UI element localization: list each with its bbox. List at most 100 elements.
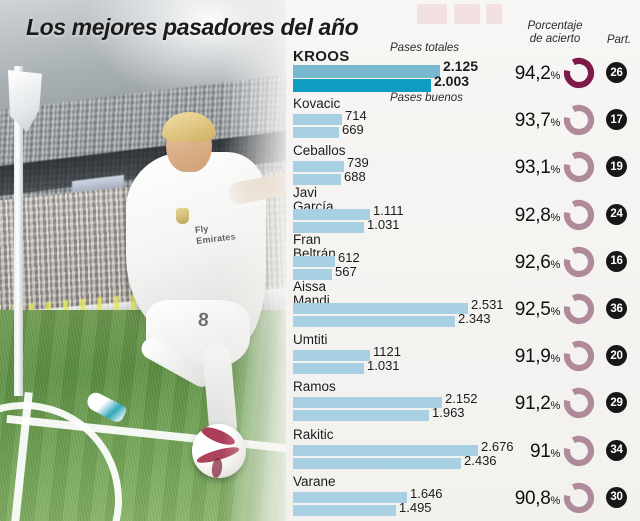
percent-sign: % (550, 353, 561, 366)
participation-badge: 30 (606, 486, 627, 508)
pct-number: 91,2 (514, 393, 551, 415)
player-row: Varane 1.646 1.495 90,8% 30 (286, 473, 640, 521)
accuracy-donut (562, 292, 596, 326)
percent-sign: % (550, 258, 561, 271)
accuracy-donut (562, 198, 596, 232)
accuracy-donut (562, 434, 596, 468)
value-good-passes: 2.343 (458, 311, 491, 326)
accuracy-percentage: 93,7% (498, 110, 561, 132)
percent-sign: % (550, 447, 561, 460)
accuracy-percentage: 90,8% (498, 487, 561, 510)
participation-badge: 26 (606, 62, 627, 83)
pct-number: 93,1 (514, 157, 551, 179)
value-good-passes: 669 (342, 122, 364, 138)
pct-number: 90,8 (514, 487, 551, 509)
legend-total-passes: Pases totales (390, 42, 460, 54)
accuracy-percentage: 92,5% (498, 299, 561, 321)
bar-good-passes (293, 457, 461, 469)
participation-badge: 20 (606, 345, 627, 367)
pct-number: 94,2 (514, 63, 551, 84)
bar-total-passes (293, 350, 370, 362)
bar-good-passes (293, 363, 364, 375)
bar-good-passes (293, 221, 364, 233)
player-row: Rakitic 2.676 2.436 91% 34 (286, 426, 640, 476)
bar-good-passes (293, 127, 339, 139)
value-total-passes: 612 (338, 249, 360, 265)
player-row: Ceballos 739 688 93,1% 19 (286, 144, 640, 192)
participation-badge: 24 (606, 203, 627, 225)
pct-number: 91 (529, 440, 551, 462)
player-hair (162, 112, 216, 142)
bar-total-passes (293, 255, 335, 267)
player-row: Javi García 1.111 1.031 92,8% 24 (286, 185, 640, 240)
participation-badge: 16 (606, 250, 627, 272)
value-total-passes: 739 (347, 155, 369, 171)
bar-total-passes (293, 65, 440, 78)
photo-fade-overlay (222, 0, 292, 521)
percent-sign: % (550, 117, 561, 130)
player-photo: Fly Emirates 8 (0, 0, 292, 521)
header-percentage: Porcentaje de acierto (527, 20, 583, 45)
accuracy-percentage: 92,8% (498, 204, 561, 227)
percent-sign: % (550, 494, 561, 507)
participation-badge: 19 (606, 156, 627, 178)
player-name: Rakitic (293, 426, 334, 442)
pct-number: 92,6 (514, 251, 551, 273)
bar-total-passes (293, 114, 342, 126)
bar-good-passes (293, 79, 431, 92)
accuracy-donut (562, 386, 596, 420)
legend-good-passes: Pases buenos (390, 92, 463, 104)
player-row: Ramos 2.152 1.963 91,2% 29 (286, 380, 640, 428)
accuracy-donut (562, 56, 596, 90)
value-good-passes: 1.495 (399, 499, 432, 515)
player-name: Varane (293, 473, 336, 489)
participation-badge: 29 (606, 392, 627, 414)
value-good-passes: 1.031 (367, 216, 400, 232)
value-total-passes: 2.152 (445, 391, 478, 407)
value-good-passes: 1.963 (432, 405, 465, 421)
participation-badge: 34 (606, 439, 627, 461)
bar-good-passes (293, 316, 455, 327)
bar-good-passes (293, 268, 332, 280)
data-panel: Porcentaje de acierto Part. Pases totale… (286, 0, 640, 521)
jersey-crest (176, 208, 189, 224)
shirt-number: 8 (197, 309, 210, 332)
page-title: Los mejores pasadores del año (26, 14, 359, 40)
header-participation: Part. (606, 34, 632, 46)
bar-good-passes (293, 504, 396, 516)
value-total-passes: 2.531 (471, 297, 504, 312)
value-total-passes: 1.646 (410, 485, 443, 501)
value-total-passes: 1121 (373, 344, 401, 360)
player-name: Ramos (293, 379, 336, 395)
accuracy-percentage: 91,9% (498, 346, 561, 368)
bar-total-passes (293, 397, 442, 409)
player-name: Kovacic (293, 96, 341, 112)
accuracy-donut (562, 103, 596, 137)
accuracy-donut (562, 481, 596, 515)
value-total-passes: 2.125 (443, 58, 479, 74)
accuracy-donut (562, 339, 596, 373)
percent-sign: % (550, 306, 561, 318)
bar-total-passes (293, 444, 478, 456)
accuracy-donut (562, 150, 596, 184)
value-good-passes: 567 (335, 263, 357, 279)
value-total-passes: 2.676 (481, 438, 514, 454)
accuracy-percentage: 92,6% (498, 251, 561, 274)
pct-number: 92,8 (514, 204, 551, 226)
value-good-passes: 2.003 (434, 73, 470, 89)
percent-sign: % (550, 164, 561, 177)
watermark-mark (454, 4, 480, 24)
bar-total-passes (293, 303, 468, 314)
bar-good-passes (293, 174, 341, 186)
player-row: Fran Beltrán 612 567 92,6% 16 (286, 232, 640, 287)
value-good-passes: 1.031 (367, 358, 400, 374)
player-name: Umtiti (293, 332, 328, 348)
value-total-passes: 1.111 (373, 202, 404, 218)
accuracy-percentage: 93,1% (498, 157, 561, 179)
accuracy-donut (562, 245, 596, 279)
player-row: KROOS 2.125 2.003 94,2% 26 (286, 49, 640, 98)
participation-badge: 36 (606, 298, 627, 319)
player-row: Kovacic 714 669 93,7% 17 (286, 97, 640, 145)
player-row: Umtiti 1121 1.031 91,9% 20 (286, 333, 640, 381)
